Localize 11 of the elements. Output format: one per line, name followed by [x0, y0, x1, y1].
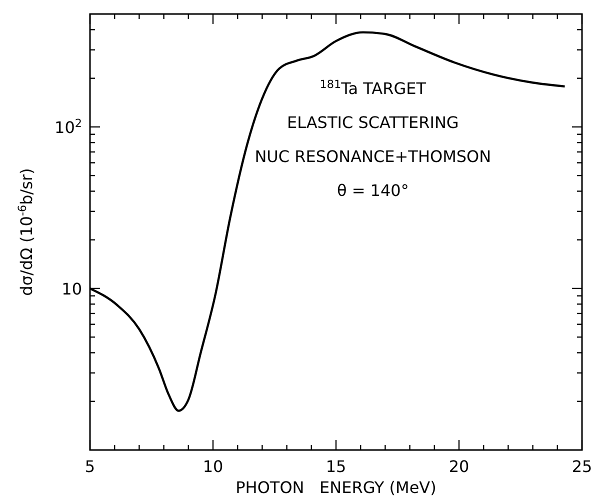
x-axis-title: PHOTON ENERGY (MeV) — [236, 478, 436, 497]
x-tick-label: 25 — [572, 457, 592, 476]
annotation: θ = 140° — [336, 180, 409, 200]
x-tick-label: 15 — [326, 457, 346, 476]
annotation: ELASTIC SCATTERING — [286, 112, 459, 132]
annotation: $^{181}$Ta TARGET — [320, 77, 426, 98]
annotation: NUC RESONANCE+THOMSON — [254, 146, 492, 166]
x-tick-label: 5 — [84, 457, 96, 476]
y-tick-label: 10$^{2}$ — [54, 116, 82, 137]
x-tick-label: 20 — [448, 457, 470, 476]
x-tick-label: 10 — [202, 457, 224, 476]
